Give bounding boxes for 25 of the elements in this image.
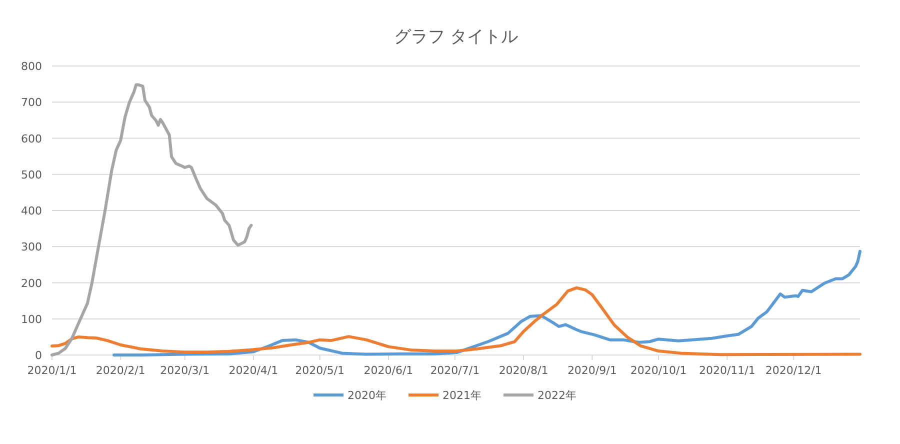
legend: 2022年 xyxy=(538,389,576,402)
ytick: 0 xyxy=(35,349,42,362)
legend: 2021年 xyxy=(442,389,482,402)
xtick: 2020/2/1 xyxy=(96,364,146,377)
xtick: 2020/11/1 xyxy=(698,364,756,377)
xtick: 2020/4/1 xyxy=(228,364,278,377)
xtick: 2020/7/1 xyxy=(430,364,480,377)
ytick: 700 xyxy=(21,96,42,110)
xtick: 2020/12/1 xyxy=(765,364,822,377)
xtick: 2020/8/1 xyxy=(498,364,548,377)
title: グラフ タイトル xyxy=(394,27,518,47)
legend: 2020年 xyxy=(348,389,386,402)
ytick: 600 xyxy=(21,132,42,146)
xtick: 2020/6/1 xyxy=(364,364,414,377)
ytick: 200 xyxy=(21,276,42,290)
xtick: 2020/9/1 xyxy=(567,364,617,377)
ytick: 100 xyxy=(21,312,42,326)
xtick: 2020/5/1 xyxy=(295,364,345,377)
xtick: 2020/10/1 xyxy=(630,364,687,377)
xtick: 2020/3/1 xyxy=(160,364,210,377)
ytick: 500 xyxy=(21,168,42,182)
ytick: 800 xyxy=(21,60,42,73)
xtick: 2020/1/1 xyxy=(27,364,77,377)
ytick: 300 xyxy=(21,240,42,254)
ytick: 400 xyxy=(21,204,42,218)
